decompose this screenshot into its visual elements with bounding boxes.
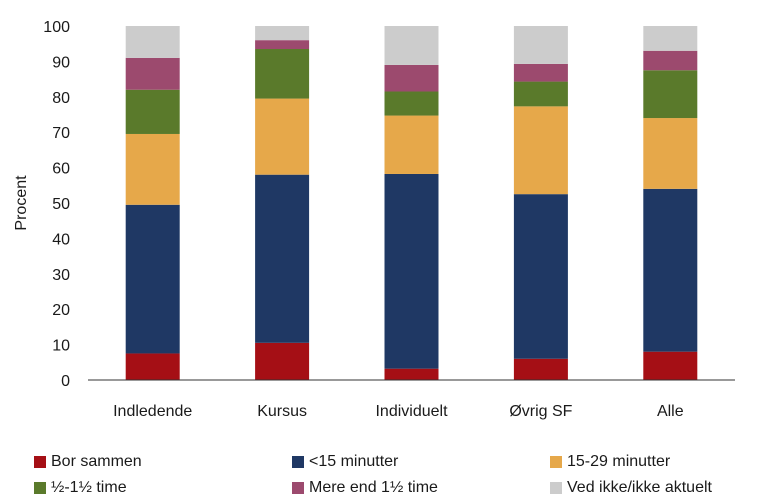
bar-segment: [255, 40, 310, 50]
y-tick-label: 90: [52, 54, 70, 71]
y-tick-label: 80: [52, 90, 70, 107]
bar-segment: [513, 358, 568, 380]
bars-group: [125, 26, 698, 380]
y-tick-label: 0: [61, 373, 70, 390]
bar-segment: [255, 98, 310, 175]
legend-item: Ved ikke/ikke aktuelt: [550, 478, 712, 498]
y-tick-label: 30: [52, 267, 70, 284]
bar-segment: [513, 106, 568, 195]
bar-segment: [125, 89, 180, 134]
bar-segment: [125, 133, 180, 205]
bar-segment: [643, 351, 698, 380]
legend-item: 15-29 minutter: [550, 452, 670, 472]
legend-item: <15 minutter: [292, 452, 398, 472]
bar-segment: [513, 81, 568, 107]
y-axis-label: Procent: [13, 175, 30, 231]
y-axis-ticks: 0 10 20 30 40 50 60 70 80 90 100: [43, 19, 70, 390]
legend-swatch: [292, 456, 304, 468]
bar-segment: [513, 194, 568, 359]
x-tick-label: Alle: [657, 403, 684, 420]
bar-segment: [384, 91, 439, 116]
legend-label: Bor sammen: [51, 453, 142, 470]
legend-swatch: [550, 482, 562, 494]
y-tick-label: 40: [52, 231, 70, 248]
bar-segment: [513, 26, 568, 64]
bar-segment: [255, 49, 310, 99]
x-tick-label: Individuelt: [375, 403, 448, 420]
bar-segment: [384, 115, 439, 174]
legend-swatch: [34, 456, 46, 468]
bar-segment: [255, 26, 310, 41]
y-tick-label: 70: [52, 125, 70, 142]
bar-segment: [125, 57, 180, 90]
y-tick-label: 20: [52, 302, 70, 319]
bar-segment: [513, 63, 568, 82]
legend-label: ½-1½ time: [51, 479, 127, 496]
bar-segment: [384, 64, 439, 92]
bar-segment: [643, 26, 698, 51]
bar-segment: [384, 26, 439, 65]
x-axis-ticks: Indledende Kursus Individuelt Øvrig SF Alle: [113, 403, 684, 420]
y-tick-label: 50: [52, 196, 70, 213]
legend: Bor sammen <15 minutter 15-29 minutter ½-1½…: [34, 452, 759, 502]
legend-item: Bor sammen: [34, 452, 142, 472]
legend-label: Ved ikke/ikke aktuelt: [567, 479, 712, 496]
legend-swatch: [550, 456, 562, 468]
bar-segment: [643, 50, 698, 71]
legend-item: ½-1½ time: [34, 478, 127, 498]
legend-swatch: [292, 482, 304, 494]
y-tick-label: 100: [43, 19, 70, 36]
x-tick-label: Øvrig SF: [509, 403, 572, 420]
bar-segment: [255, 174, 310, 343]
bar-segment: [643, 188, 698, 352]
x-tick-label: Indledende: [113, 403, 192, 420]
legend-label: Mere end 1½ time: [309, 479, 438, 496]
x-tick-label: Kursus: [257, 403, 307, 420]
bar-segment: [125, 26, 180, 58]
legend-swatch: [34, 482, 46, 494]
bar-segment: [384, 368, 439, 380]
bar-segment: [643, 70, 698, 119]
legend-item: Mere end 1½ time: [292, 478, 438, 498]
y-tick-label: 60: [52, 161, 70, 178]
legend-label: 15-29 minutter: [567, 453, 671, 470]
legend-label: <15 minutter: [309, 453, 399, 470]
bar-segment: [384, 173, 439, 369]
bar-segment: [255, 342, 310, 380]
bar-segment: [125, 353, 180, 380]
y-tick-label: 10: [52, 338, 70, 355]
bar-segment: [125, 204, 180, 354]
bar-segment: [643, 118, 698, 189]
